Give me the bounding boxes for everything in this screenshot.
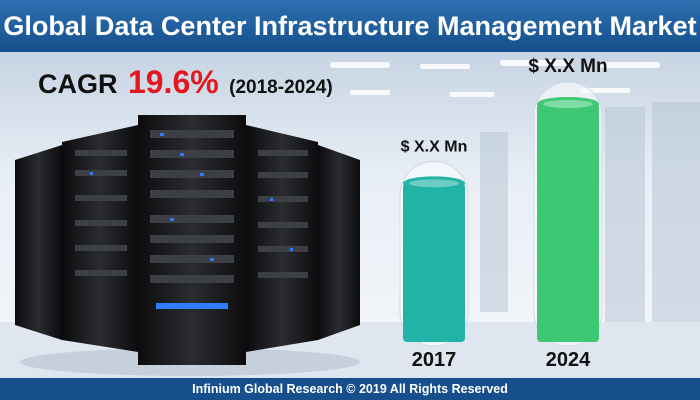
- bar-top-highlight-2024: [543, 100, 593, 108]
- cagr-callout: CAGR 19.6% (2018-2024): [38, 64, 333, 101]
- footer: Infinium Global Research © 2019 All Righ…: [0, 378, 700, 400]
- cagr-label: CAGR: [38, 69, 118, 99]
- bar-2024: [537, 104, 599, 342]
- category-label-2024: 2024: [546, 349, 591, 371]
- bar-top-2017: [403, 176, 465, 191]
- footer-copyright: Infinium Global Research © 2019 All Righ…: [192, 382, 508, 396]
- cagr-period: (2018-2024): [229, 77, 333, 98]
- bar-top-2024: [537, 97, 599, 111]
- bar-top-highlight-2017: [409, 179, 459, 188]
- page-title: Global Data Center Infrastructure Manage…: [3, 10, 697, 41]
- value-label-2024: $ X.X Mn: [528, 56, 607, 77]
- category-label-2017: 2017: [412, 349, 457, 371]
- page-title-banner: Global Data Center Infrastructure Manage…: [0, 0, 700, 52]
- bar-2017: [403, 183, 465, 342]
- value-label-2017: $ X.X Mn: [401, 138, 468, 155]
- cagr-value: 19.6%: [127, 64, 219, 100]
